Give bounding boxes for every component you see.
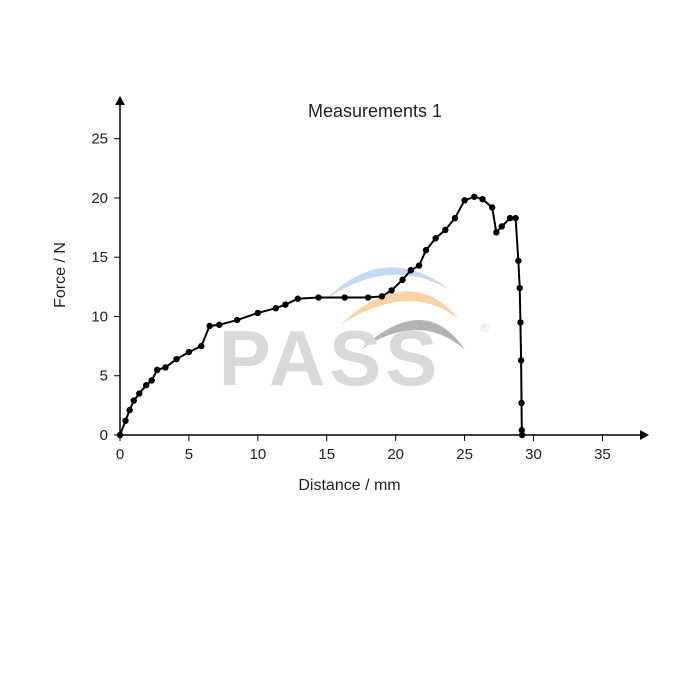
series-marker xyxy=(154,367,160,373)
series-marker xyxy=(517,319,523,325)
y-tick-label: 5 xyxy=(100,368,108,385)
series-marker xyxy=(515,258,521,264)
series-marker xyxy=(461,197,467,203)
series-marker xyxy=(315,294,321,300)
x-tick-label: 20 xyxy=(387,446,404,463)
x-tick-label: 35 xyxy=(594,446,611,463)
series-marker xyxy=(507,215,513,221)
series-marker xyxy=(423,247,429,253)
series-marker xyxy=(149,377,155,383)
series-marker xyxy=(479,196,485,202)
series-marker xyxy=(518,400,524,406)
series-marker xyxy=(452,215,458,221)
series-marker xyxy=(519,432,525,438)
series-marker xyxy=(399,277,405,283)
series-marker xyxy=(273,305,279,311)
series-marker xyxy=(499,223,505,229)
y-tick-label: 0 xyxy=(100,427,108,444)
series-marker xyxy=(388,287,394,293)
x-tick-label: 30 xyxy=(525,446,542,463)
series-marker xyxy=(295,296,301,302)
series-marker xyxy=(198,343,204,349)
x-tick-label: 10 xyxy=(249,446,266,463)
series-marker xyxy=(131,397,137,403)
x-tick-label: 5 xyxy=(185,446,193,463)
x-tick-label: 15 xyxy=(318,446,335,463)
series-marker xyxy=(379,293,385,299)
series-marker xyxy=(255,310,261,316)
series-marker xyxy=(122,418,128,424)
series-marker xyxy=(489,204,495,210)
series-marker xyxy=(136,390,142,396)
series-marker xyxy=(471,194,477,200)
series-marker xyxy=(234,317,240,323)
y-tick-label: 15 xyxy=(91,249,108,266)
series-marker xyxy=(442,227,448,233)
chart-svg: PASS ® 0 5 10 15 20 25 30 35 0 5 10 15 20 25 Measurement… xyxy=(0,0,700,700)
series-marker xyxy=(432,235,438,241)
series-marker xyxy=(517,285,523,291)
y-tick-label: 25 xyxy=(91,131,108,148)
series-marker xyxy=(282,301,288,307)
series-marker xyxy=(408,267,414,273)
series-marker xyxy=(341,294,347,300)
chart-title: Measurements 1 xyxy=(308,101,442,121)
watermark-reg: ® xyxy=(480,321,489,335)
series-marker xyxy=(173,356,179,362)
y-tick-label: 10 xyxy=(91,308,108,325)
series-marker xyxy=(162,364,168,370)
series-marker xyxy=(117,432,123,438)
x-axis-label: Distance / mm xyxy=(298,477,400,494)
series-marker xyxy=(518,357,524,363)
series-marker xyxy=(416,262,422,268)
series-marker xyxy=(206,323,212,329)
y-axis-label: Force / N xyxy=(52,242,69,308)
series-marker xyxy=(126,407,132,413)
x-tick-label: 25 xyxy=(456,446,473,463)
watermark-text: PASS xyxy=(219,314,442,402)
series-marker xyxy=(365,294,371,300)
series-marker xyxy=(493,229,499,235)
y-tick-label: 20 xyxy=(91,190,108,207)
series-marker xyxy=(216,322,222,328)
series-marker xyxy=(186,349,192,355)
series-marker xyxy=(512,215,518,221)
x-tick-label: 0 xyxy=(116,446,124,463)
chart-container: PASS ® 0 5 10 15 20 25 30 35 0 5 10 15 20 25 Measurement… xyxy=(0,0,700,700)
series-marker xyxy=(143,382,149,388)
